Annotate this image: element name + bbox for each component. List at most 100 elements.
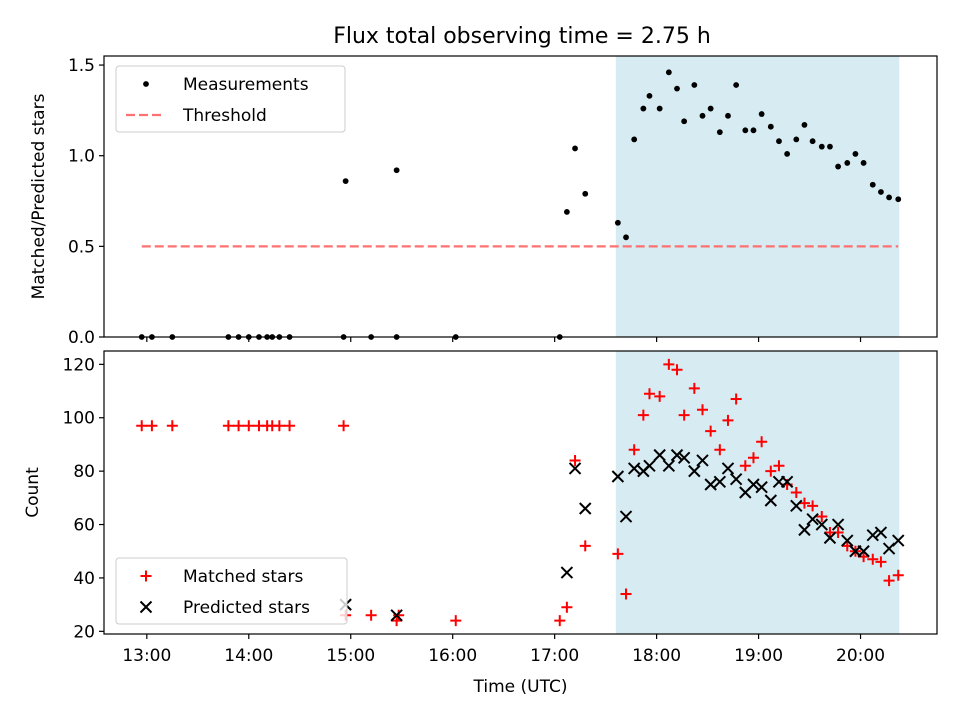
y-tick-label: 100 — [63, 409, 95, 429]
ratio-panel: 0.0 0.5 1.0 1.5 Matched/Predicted stars Measu… — [29, 55, 938, 348]
matched-stars-point — [883, 575, 895, 587]
measurements-point — [776, 138, 782, 145]
matched-stars-point — [273, 420, 285, 432]
matched-stars-point — [722, 414, 734, 426]
predicted-stars-point — [798, 523, 811, 537]
matched-stars-point — [628, 444, 640, 456]
measurements-point — [844, 160, 851, 166]
matched-stars-point — [637, 409, 649, 421]
measurements-point — [767, 123, 774, 130]
x-tick-label: 19:00 — [734, 646, 783, 666]
measurements-point — [640, 105, 647, 112]
threshold-legend-label: Threshold — [182, 106, 267, 126]
matched-stars-point — [678, 409, 690, 421]
matched-stars-point — [620, 588, 632, 600]
predicted-stars-legend-label: Predicted stars — [183, 598, 310, 618]
matched-stars-point — [730, 393, 742, 405]
predicted-stars-point — [390, 609, 403, 622]
predicted-stars-point — [560, 566, 574, 579]
matched-stars-point — [765, 465, 777, 477]
predicted-stars-point — [713, 475, 727, 489]
matched-stars-point — [696, 404, 708, 416]
predicted-stars-point — [806, 512, 819, 526]
measurements-point — [716, 129, 723, 136]
predicted-stars-point — [764, 494, 778, 507]
matched-stars-point — [663, 358, 675, 370]
matched-stars-point — [450, 615, 462, 627]
predicted-stars-point — [874, 526, 888, 539]
matched-stars-point — [816, 511, 828, 523]
y-tick-label: 60 — [73, 516, 95, 536]
matched-stars-point — [284, 420, 296, 432]
y-axis-label: Count — [23, 467, 43, 518]
y-axis-label: Matched/Predicted stars — [29, 93, 49, 299]
measurements-point — [835, 163, 842, 170]
matched-stars-point — [243, 420, 255, 432]
matched-stars-legend-label: Matched stars — [183, 567, 303, 587]
measurements-point — [646, 92, 653, 99]
matched-stars-point — [365, 609, 377, 621]
matched-stars-point — [773, 460, 785, 472]
predicted-stars-point — [747, 478, 760, 491]
measurements-point — [733, 82, 740, 88]
measurements-point — [582, 190, 589, 197]
matched-stars-point — [714, 444, 726, 456]
y-tick-label: 1.5 — [68, 56, 95, 76]
predicted-stars-point — [653, 448, 666, 462]
count-panel: 20 40 60 80 100 120 13:00 14:00 15:00 16:00 17:00 1… — [23, 350, 938, 697]
matched-stars-point — [790, 487, 802, 498]
measurements-point — [852, 150, 859, 157]
matched-stars-point — [136, 420, 148, 432]
measurements-point — [886, 194, 892, 201]
matched-stars-point — [612, 548, 624, 560]
x-axis-label: Time (UTC) — [473, 677, 568, 697]
matched-stars-point — [146, 420, 158, 432]
x-tick-label: 16:00 — [428, 646, 477, 666]
measurements-point — [681, 118, 688, 125]
matched-stars-point — [875, 556, 887, 568]
measurements-point — [393, 167, 400, 174]
measurements-point — [784, 150, 791, 157]
predicted-stars-point — [643, 459, 656, 473]
predicted-stars-point — [662, 459, 676, 473]
x-tick-label: 13:00 — [122, 646, 171, 666]
matched-stars-legend-swatch — [140, 570, 152, 582]
x-tick-label: 14:00 — [224, 646, 273, 666]
measurements-point — [707, 105, 714, 112]
measurements-point — [725, 112, 731, 119]
x-tick-label: 20:00 — [836, 646, 885, 666]
predicted-stars-point — [892, 534, 905, 547]
predicted-stars-point — [696, 454, 709, 467]
predicted-stars-point — [815, 518, 828, 531]
x-tick-label: 15:00 — [326, 646, 375, 666]
predicted-stars-point — [579, 502, 592, 515]
y-tick-label: 0.5 — [68, 237, 95, 257]
measurements-point — [869, 181, 876, 188]
predicted-stars-point — [627, 462, 641, 475]
matched-stars-point — [747, 452, 759, 464]
chart-title: Flux total observing time = 2.75 h — [333, 24, 711, 49]
matched-stars-point — [756, 436, 768, 448]
measurements-point — [614, 219, 621, 226]
predicted-stars-point — [721, 462, 735, 475]
matched-stars-point — [654, 390, 666, 402]
measurements-legend-label: Measurements — [183, 75, 309, 95]
x-tick-label: 18:00 — [632, 646, 681, 666]
predicted-stars-point — [857, 545, 870, 558]
measurements-point — [631, 136, 638, 143]
predicted-stars-point — [866, 529, 879, 542]
predicted-stars-point — [619, 510, 633, 523]
matched-stars-point — [867, 553, 879, 565]
measurements-point — [656, 105, 663, 112]
predicted-stars-point — [755, 480, 768, 494]
y-tick-label: 80 — [73, 462, 95, 482]
measurements-point — [809, 138, 816, 145]
predicted-stars-point — [688, 464, 701, 478]
measurements-point — [793, 136, 800, 143]
measurements-point — [563, 209, 570, 215]
axes-frame — [103, 55, 938, 338]
predicted-stars-point — [831, 518, 845, 531]
measurements-point — [699, 112, 706, 119]
matched-stars-point — [798, 497, 810, 509]
